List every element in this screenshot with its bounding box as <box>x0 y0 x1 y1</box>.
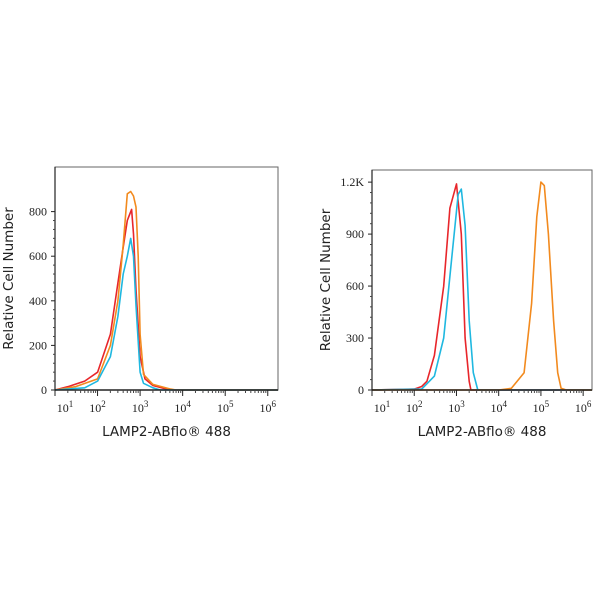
series-line-2 <box>371 188 592 391</box>
x-tick-label: 102 <box>89 399 106 415</box>
y-tick-label: 600 <box>29 249 47 263</box>
x-tick-label: 104 <box>490 399 507 415</box>
x-tick-label: 105 <box>533 399 550 415</box>
y-tick-label: 800 <box>29 205 47 219</box>
x-tick-label: 101 <box>57 399 74 415</box>
y-axis-label: Relative Cell Number <box>1 207 17 350</box>
series-line-3 <box>54 237 278 391</box>
y-tick-label: 900 <box>346 227 364 241</box>
x-tick-label: 106 <box>575 399 592 415</box>
y-tick-label: 400 <box>29 294 47 308</box>
x-axis-label: LAMP2-ABflo® 488 <box>102 424 231 440</box>
x-tick-label: 103 <box>448 399 465 415</box>
x-tick-label: 101 <box>374 399 391 415</box>
y-axis-label: Relative Cell Number <box>318 208 334 351</box>
y-tick-label: 1.2K <box>340 175 364 189</box>
y-tick-label: 300 <box>346 331 364 345</box>
histogram-panel-1: 0 200 400 600 800 101 102 103 104 105 106 LAMP2-ABf… <box>1 166 279 440</box>
histogram-panel-2: 0 300 600 900 1.2K 101 102 103 104 105 106 LAMP2-AB… <box>318 169 593 440</box>
y-tick-label: 0 <box>358 383 364 397</box>
x-tick-label: 105 <box>217 399 234 415</box>
x-tick-label: 106 <box>260 399 277 415</box>
series-line-3 <box>372 181 592 391</box>
x-axis-label: LAMP2-ABflo® 488 <box>418 424 547 440</box>
y-tick-label: 200 <box>29 338 47 352</box>
series-line-1 <box>54 208 278 391</box>
y-tick-label: 600 <box>346 279 364 293</box>
x-tick-label: 104 <box>174 399 191 415</box>
plot-frame <box>371 169 593 391</box>
x-tick-label: 103 <box>132 399 149 415</box>
x-tick-label: 102 <box>406 399 423 415</box>
series-line-1 <box>371 183 592 391</box>
y-tick-label: 0 <box>41 383 47 397</box>
series-line-2 <box>54 190 278 391</box>
plot-frame <box>54 166 279 391</box>
